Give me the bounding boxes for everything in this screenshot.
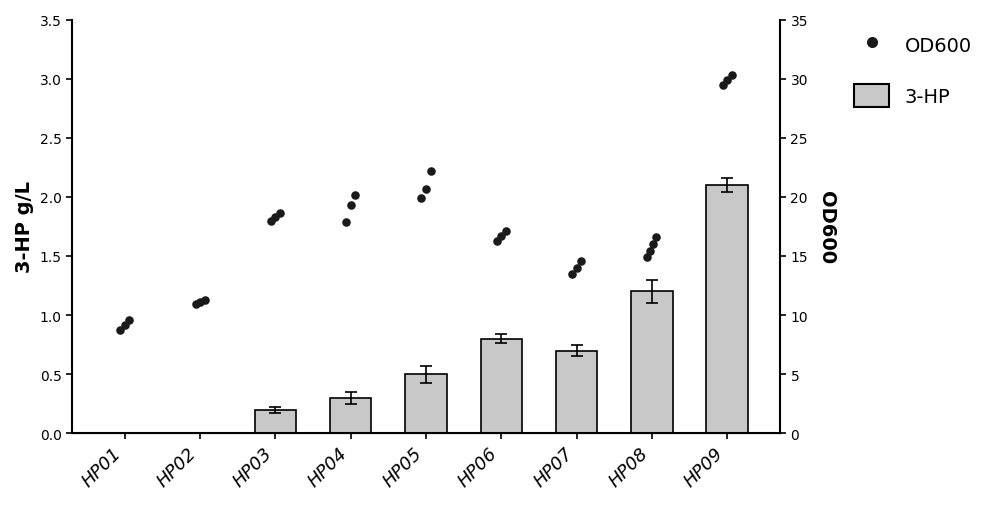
Point: [343, 201, 359, 210]
Bar: [481, 339, 522, 433]
Point: [121, 316, 137, 324]
Bar: [706, 186, 748, 433]
Point: [272, 210, 288, 218]
Point: [719, 77, 735, 85]
Point: [564, 270, 580, 278]
Y-axis label: OD600: OD600: [817, 190, 836, 264]
Point: [418, 185, 434, 193]
Point: [493, 232, 509, 240]
Point: [489, 237, 505, 245]
Bar: [556, 351, 597, 433]
Point: [715, 81, 731, 89]
Point: [423, 168, 439, 176]
Point: [413, 194, 429, 203]
Bar: [255, 410, 296, 433]
Point: [197, 296, 213, 304]
Bar: [631, 292, 673, 433]
Point: [112, 327, 128, 335]
Y-axis label: 3-HP g/L: 3-HP g/L: [15, 181, 34, 273]
Point: [642, 248, 658, 256]
Point: [188, 301, 204, 309]
Point: [724, 72, 740, 80]
Bar: [330, 398, 371, 433]
Point: [263, 217, 279, 225]
Point: [639, 254, 655, 262]
Point: [117, 321, 133, 329]
Point: [267, 214, 283, 222]
Point: [338, 218, 354, 226]
Point: [573, 257, 589, 265]
Point: [498, 228, 514, 236]
Point: [192, 298, 208, 307]
Point: [645, 241, 661, 249]
Legend: OD600, 3-HP: OD600, 3-HP: [846, 26, 980, 116]
Point: [569, 264, 585, 272]
Point: [648, 233, 664, 241]
Point: [347, 191, 363, 199]
Bar: [405, 375, 447, 433]
